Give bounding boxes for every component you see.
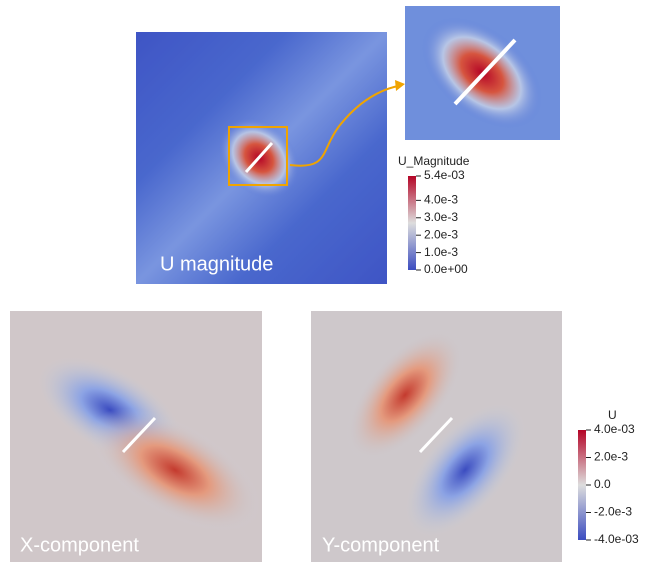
tick-label: -4.0e-03 [594, 532, 639, 546]
tick-label: 0.0 [594, 477, 611, 491]
panel-label: U magnitude [160, 253, 273, 275]
zoom-arrow [289, 85, 399, 167]
arrow-head [395, 80, 405, 91]
x-component-panel: X-component [10, 311, 262, 562]
colorbar-title: U_Magnitude [398, 154, 470, 168]
tick-label: 1.0e-3 [424, 245, 458, 259]
colorbar-title: U [608, 408, 617, 422]
colorbar: U_Magnitude 5.4e-03 4.0e-3 3.0e-3 2.0e-3 1.0… [398, 154, 470, 276]
y-component-panel: Y-component [311, 311, 562, 562]
panel-label: X-component [20, 534, 139, 556]
tick-label: 5.4e-03 [424, 168, 465, 182]
tick-label: 3.0e-3 [424, 210, 458, 224]
zoom-inset [405, 6, 560, 140]
tick-label: 2.0e-3 [424, 227, 458, 241]
u-magnitude-panel: U magnitude [136, 32, 387, 284]
colorbar: U 4.0e-03 2.0e-3 0.0 -2.0e-3 -4.0e-03 [578, 408, 639, 546]
tick-label: 0.0e+00 [424, 262, 468, 276]
tick-label: 2.0e-3 [594, 450, 628, 464]
tick-label: 4.0e-3 [424, 193, 458, 207]
tick-label: -2.0e-3 [594, 505, 632, 519]
panel-label: Y-component [322, 534, 440, 556]
tick-label: 4.0e-03 [594, 422, 635, 436]
